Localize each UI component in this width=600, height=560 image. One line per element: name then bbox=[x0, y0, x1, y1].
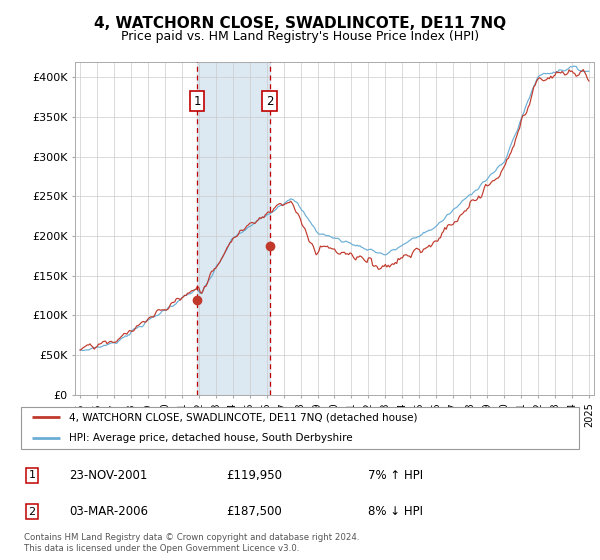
Text: 03-MAR-2006: 03-MAR-2006 bbox=[69, 505, 148, 518]
Text: 7% ↑ HPI: 7% ↑ HPI bbox=[368, 469, 423, 482]
Text: 8% ↓ HPI: 8% ↓ HPI bbox=[368, 505, 422, 518]
Text: 23-NOV-2001: 23-NOV-2001 bbox=[69, 469, 147, 482]
Text: 1: 1 bbox=[193, 95, 201, 108]
Text: 2: 2 bbox=[266, 95, 273, 108]
Text: Price paid vs. HM Land Registry's House Price Index (HPI): Price paid vs. HM Land Registry's House … bbox=[121, 30, 479, 43]
FancyBboxPatch shape bbox=[21, 407, 579, 449]
Text: 1: 1 bbox=[29, 470, 35, 480]
Text: Contains HM Land Registry data © Crown copyright and database right 2024.
This d: Contains HM Land Registry data © Crown c… bbox=[24, 533, 359, 553]
Text: HPI: Average price, detached house, South Derbyshire: HPI: Average price, detached house, Sout… bbox=[69, 433, 352, 444]
Bar bbox=[197, 62, 269, 395]
Text: 4, WATCHORN CLOSE, SWADLINCOTE, DE11 7NQ: 4, WATCHORN CLOSE, SWADLINCOTE, DE11 7NQ bbox=[94, 16, 506, 31]
Text: 2: 2 bbox=[29, 507, 35, 517]
Text: £119,950: £119,950 bbox=[227, 469, 283, 482]
Text: 4, WATCHORN CLOSE, SWADLINCOTE, DE11 7NQ (detached house): 4, WATCHORN CLOSE, SWADLINCOTE, DE11 7NQ… bbox=[69, 412, 417, 422]
Text: £187,500: £187,500 bbox=[227, 505, 283, 518]
